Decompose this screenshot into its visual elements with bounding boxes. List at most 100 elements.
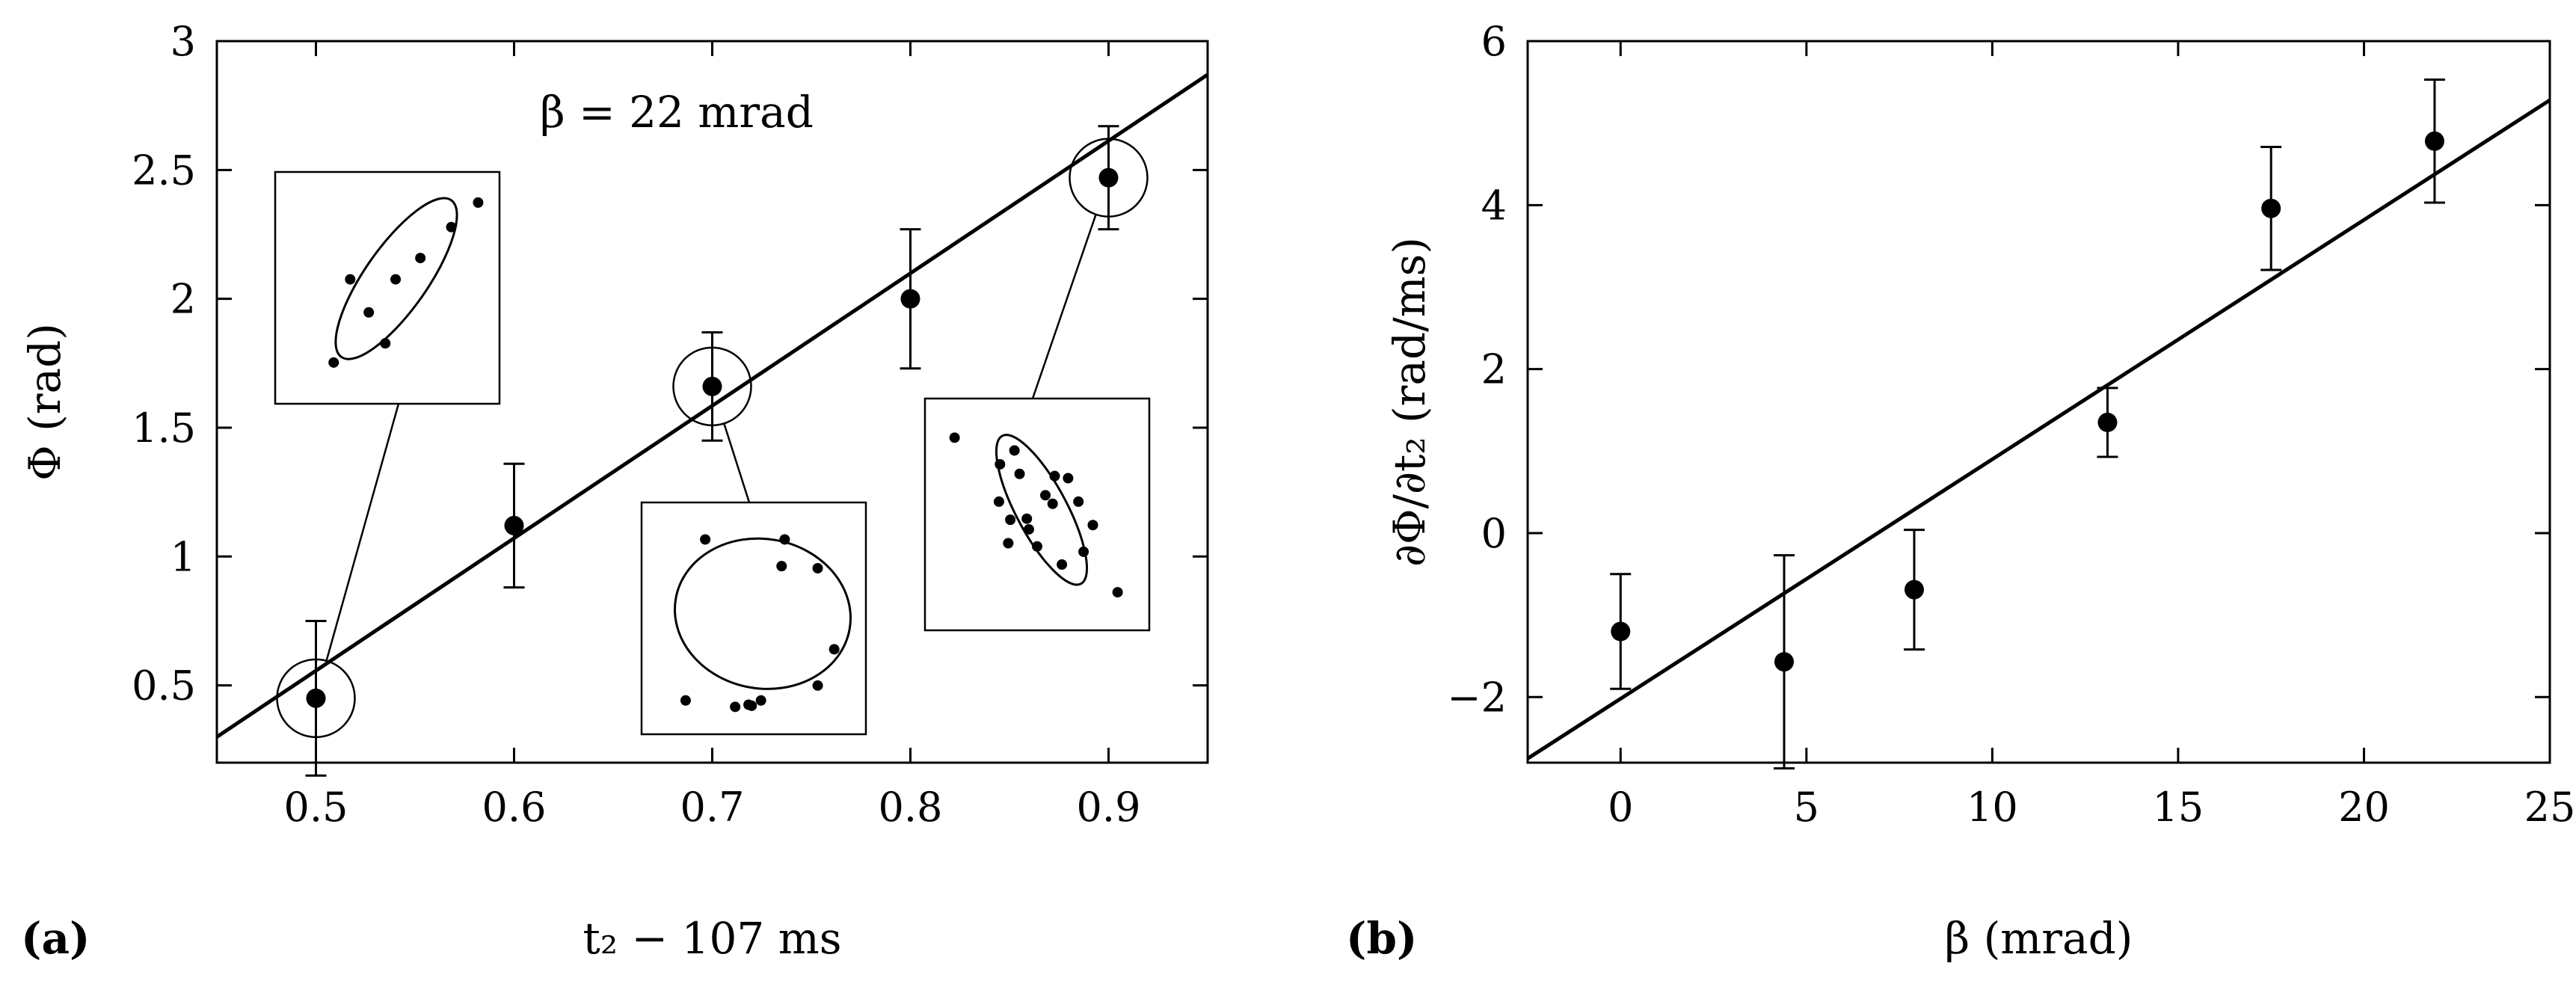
x-tick-label: 15 — [2153, 784, 2204, 831]
panel-b-ticks: 0 5 10 15 20 25 −2 0 2 4 6 — [1447, 18, 2575, 831]
panel-a-y-axis-label: Φ (rad) — [19, 323, 70, 481]
panel-a-chart: 0.5 0.6 0.7 0.8 0.90.511.522.53 β = 22 mrad … — [19, 18, 1209, 964]
inset-point — [746, 700, 757, 711]
inset-point — [1112, 587, 1123, 598]
panel-a-x-axis-label: t₂ − 107 ms — [583, 913, 842, 964]
y-tick-label: 1.5 — [132, 405, 196, 452]
inset-point — [776, 561, 787, 572]
inset-connector — [723, 422, 751, 503]
data-point — [1774, 652, 1794, 672]
x-tick-label: 0.9 — [1077, 784, 1141, 831]
inset-point — [1063, 473, 1074, 484]
inset-point — [1005, 514, 1016, 526]
inset-box — [923, 397, 1151, 632]
inset-point — [700, 534, 711, 545]
x-tick-label: 0.5 — [284, 784, 348, 831]
inset-ellipse — [995, 434, 1089, 586]
inset-point — [812, 562, 823, 573]
inset-box — [274, 170, 501, 405]
inset-point — [446, 221, 457, 233]
data-point — [702, 376, 722, 396]
panel-b-y-axis-label: ∂Φ/∂t₂ (rad/ms) — [1384, 237, 1435, 567]
panel-b-x-axis-label: β (mrad) — [1945, 913, 2133, 964]
inset-point — [829, 644, 840, 655]
inset-ellipse — [674, 537, 852, 690]
y-tick-label: 2.5 — [132, 147, 196, 194]
inset-point — [1014, 468, 1025, 479]
highlight-circle — [1069, 138, 1149, 218]
inset-ellipse — [334, 197, 458, 360]
highlight-circle — [672, 346, 752, 427]
panel-b-label: (b) — [1346, 913, 1417, 964]
inset-point — [390, 274, 402, 285]
inset-point — [1087, 520, 1098, 531]
inset-box — [640, 501, 867, 736]
inset-point — [1049, 470, 1060, 482]
inset-point — [949, 432, 960, 443]
inset-point — [755, 695, 766, 706]
panel-a-annotation: β = 22 mrad — [540, 87, 814, 138]
inset-point — [1040, 490, 1051, 501]
panel-b-data-points — [1610, 79, 2445, 770]
x-tick-label: 0 — [1608, 784, 1633, 831]
y-tick-label: 3 — [170, 18, 196, 65]
x-tick-label: 20 — [2338, 784, 2390, 831]
y-tick-label: 0 — [1481, 510, 1507, 557]
y-tick-label: 4 — [1481, 182, 1507, 229]
inset-point — [345, 274, 356, 285]
inset-connector — [325, 403, 400, 662]
inset-point — [380, 338, 391, 349]
inset-point — [1003, 538, 1014, 549]
data-point — [2261, 198, 2281, 218]
inset-point — [1021, 513, 1033, 524]
panel-b-fit-line — [1526, 98, 2551, 760]
y-tick-label: 2 — [1481, 346, 1507, 393]
inset-connector — [1031, 214, 1097, 399]
inset-point — [1047, 498, 1058, 509]
panel-a-label: (a) — [21, 913, 90, 964]
x-tick-label: 25 — [2524, 784, 2576, 831]
data-point — [504, 515, 524, 535]
inset-point — [1032, 541, 1042, 552]
inset-point — [473, 197, 484, 208]
inset-point — [1009, 445, 1020, 456]
inset-point — [328, 357, 339, 368]
inset-point — [993, 496, 1004, 507]
x-tick-label: 10 — [1967, 784, 2018, 831]
y-tick-label: 0.5 — [132, 662, 196, 710]
y-tick-label: 1 — [170, 533, 196, 580]
inset-point — [415, 253, 426, 264]
data-point — [1904, 579, 1924, 600]
inset-point — [1023, 523, 1034, 535]
data-point — [1611, 621, 1631, 642]
inset-point — [730, 701, 741, 713]
data-point — [1098, 167, 1119, 188]
highlight-circle — [276, 658, 356, 739]
y-tick-label: 2 — [170, 276, 196, 323]
panel-a-ticks: 0.5 0.6 0.7 0.8 0.9 0.5 1 1.5 2 2.5 3 — [132, 18, 1208, 831]
x-tick-label: 5 — [1794, 784, 1819, 831]
panel-b-chart: 0 5 10 15 20 25 −2 0 2 4 6 β (mrad) ∂Φ/∂t₂ (rad/ms… — [1346, 18, 2575, 964]
inset-point — [1073, 496, 1084, 507]
inset-point — [1057, 559, 1068, 571]
x-tick-label: 0.6 — [482, 784, 547, 831]
inset-point — [812, 680, 823, 691]
x-tick-label: 0.7 — [680, 784, 745, 831]
data-point — [306, 688, 326, 708]
x-tick-label: 0.8 — [879, 784, 943, 831]
panel-b-axes-frame — [1526, 40, 2551, 764]
inset-point — [680, 695, 691, 706]
inset-point — [779, 534, 790, 545]
inset-point — [1078, 546, 1089, 557]
inset-point — [995, 458, 1006, 470]
y-tick-label: 6 — [1481, 18, 1507, 65]
panel-a-data-points — [276, 125, 1149, 777]
panel-a-axes-frame — [215, 40, 1209, 764]
panel-a-insets — [274, 170, 1151, 736]
data-point — [900, 289, 920, 309]
y-tick-label: −2 — [1447, 674, 1507, 721]
data-point — [2097, 412, 2118, 432]
inset-point — [363, 307, 375, 318]
data-point — [2424, 131, 2444, 151]
